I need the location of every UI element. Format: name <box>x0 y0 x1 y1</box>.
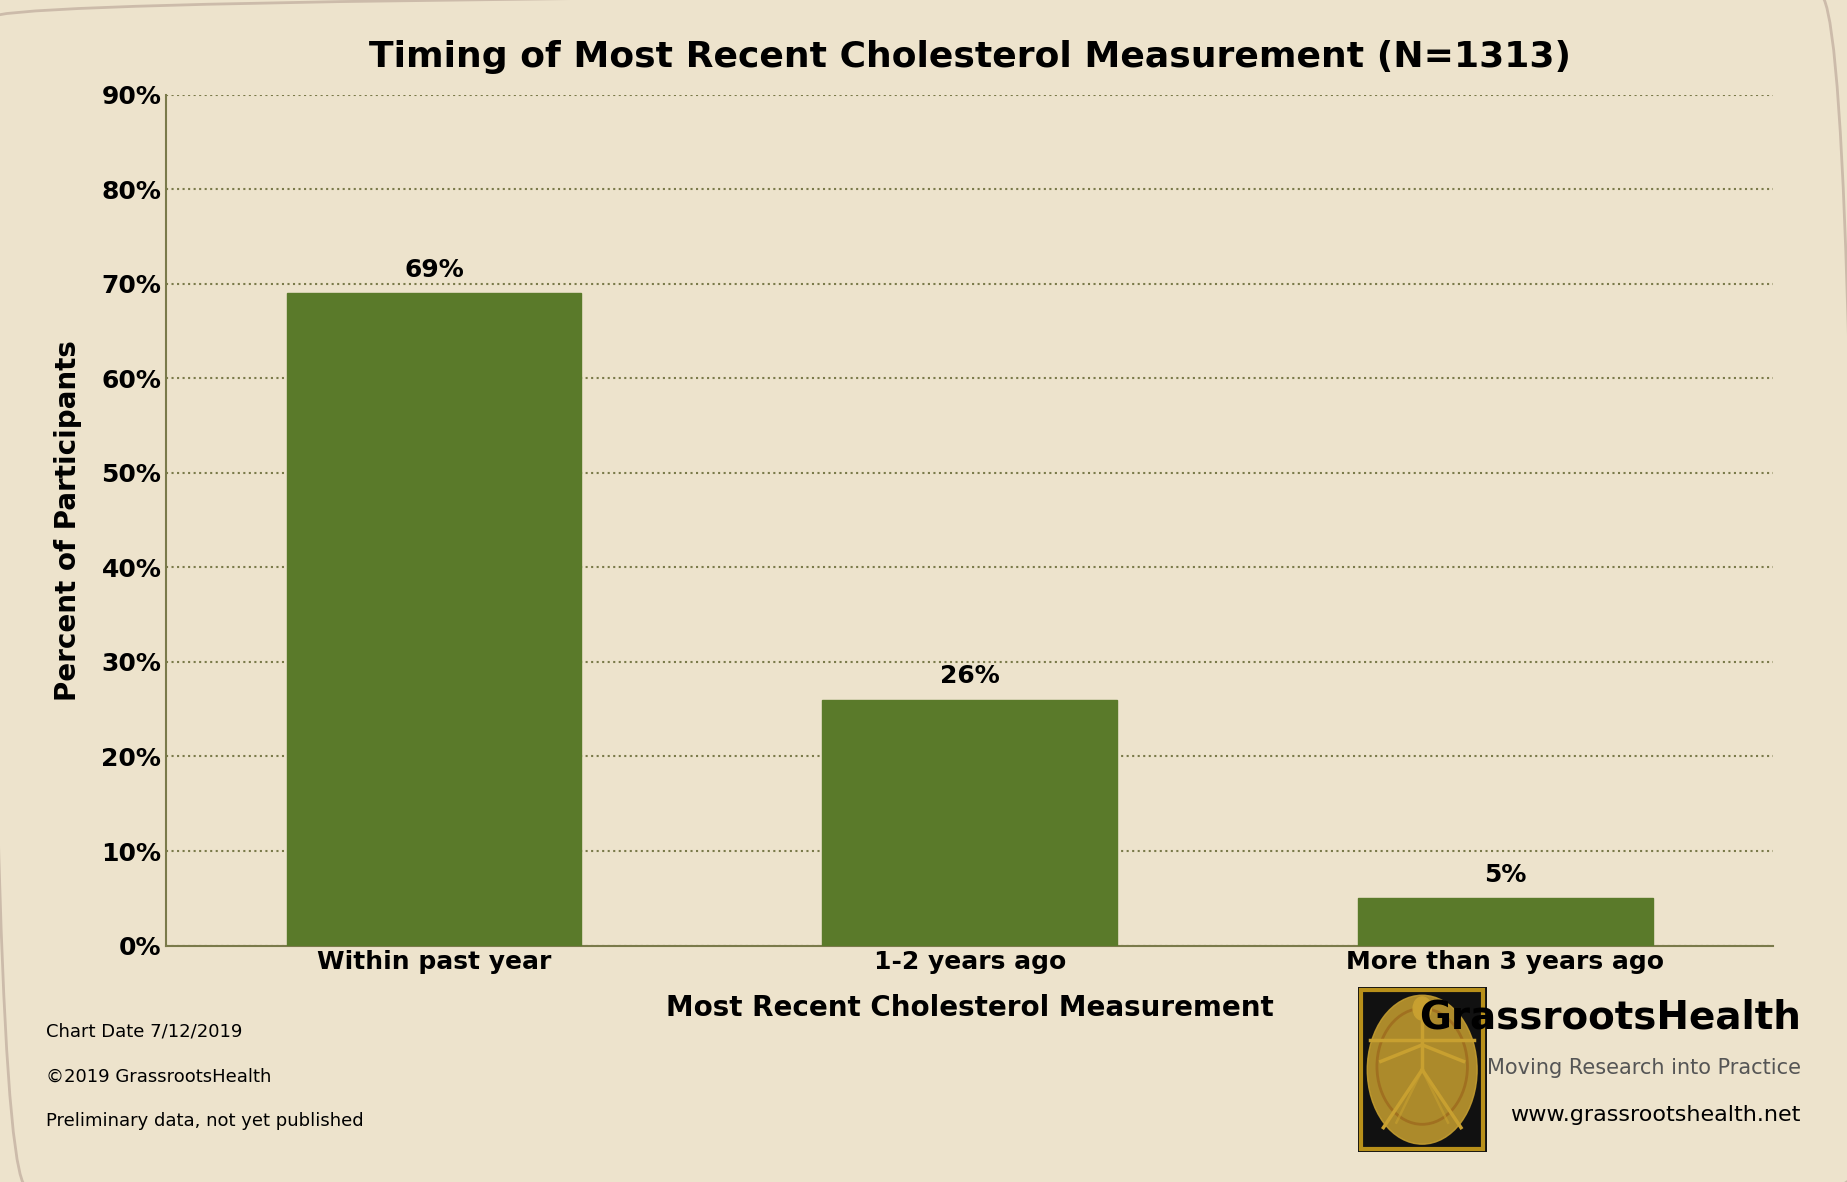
X-axis label: Most Recent Cholesterol Measurement: Most Recent Cholesterol Measurement <box>665 994 1274 1022</box>
Text: 5%: 5% <box>1485 863 1526 886</box>
Y-axis label: Percent of Participants: Percent of Participants <box>54 339 81 701</box>
Text: Chart Date 7/12/2019: Chart Date 7/12/2019 <box>46 1022 242 1040</box>
Text: Moving Research into Practice: Moving Research into Practice <box>1487 1058 1801 1078</box>
Circle shape <box>1413 996 1431 1020</box>
Text: www.grassrootshealth.net: www.grassrootshealth.net <box>1511 1105 1801 1125</box>
Text: 69%: 69% <box>404 258 464 281</box>
Bar <box>286 293 582 946</box>
Bar <box>1358 898 1653 946</box>
Text: Preliminary data, not yet published: Preliminary data, not yet published <box>46 1112 364 1130</box>
Title: Timing of Most Recent Cholesterol Measurement (N=1313): Timing of Most Recent Cholesterol Measur… <box>369 40 1570 73</box>
Text: 26%: 26% <box>940 664 999 688</box>
Ellipse shape <box>1367 995 1478 1144</box>
Text: ©2019 GrassrootsHealth: ©2019 GrassrootsHealth <box>46 1067 272 1085</box>
Bar <box>822 700 1117 946</box>
Text: GrassrootsHealth: GrassrootsHealth <box>1418 999 1801 1037</box>
